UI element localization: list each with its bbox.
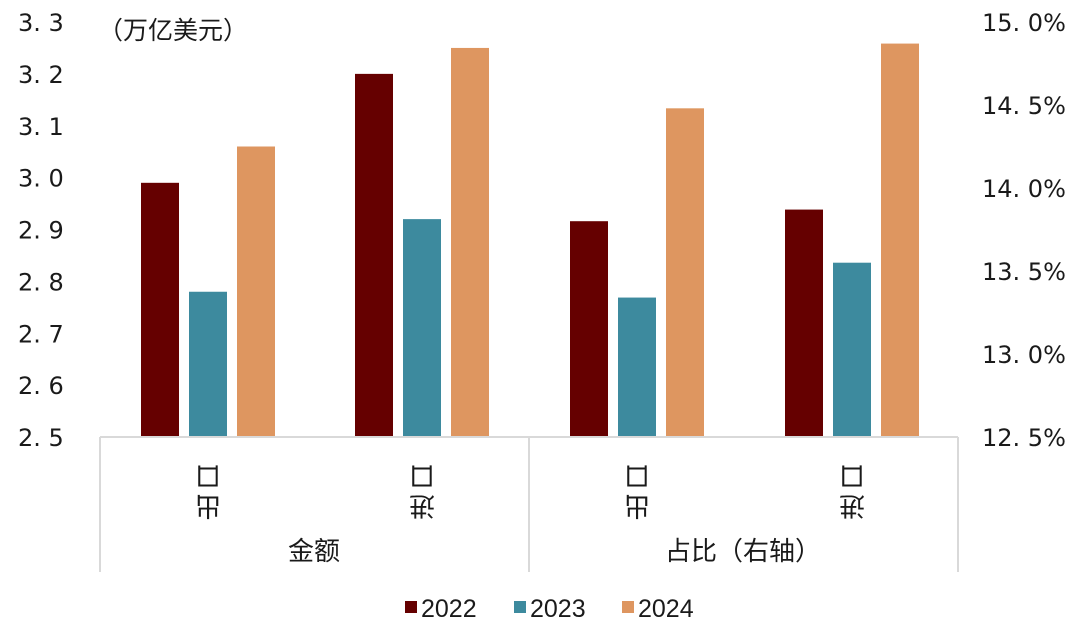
category-char: 进: [409, 490, 435, 520]
category-label: 出口: [195, 460, 221, 520]
bar-2023-1: [403, 219, 441, 437]
legend-label: 2024: [638, 595, 694, 623]
right-tick-label: 15. 0%: [982, 9, 1066, 37]
legend-swatch: [622, 601, 634, 613]
left-tick-label: 3. 1: [18, 113, 64, 141]
unit-label: （万亿美元）: [98, 16, 248, 45]
left-tick-label: 3. 0: [18, 165, 64, 193]
category-char: 口: [409, 460, 435, 490]
bar-2022-3: [785, 209, 823, 437]
right-tick-label: 14. 0%: [982, 175, 1066, 203]
bar-2024-2: [666, 108, 704, 437]
category-label-group: 进口: [409, 460, 435, 520]
group-label: 金额: [288, 537, 340, 567]
category-label: 出口: [624, 460, 650, 520]
bar-2022-1: [355, 73, 393, 437]
left-tick-label: 3. 3: [18, 9, 64, 37]
category-char: 进: [839, 490, 865, 520]
right-tick-label: 13. 5%: [982, 258, 1066, 286]
right-tick-label: 12. 5%: [982, 424, 1066, 452]
category-label-group: 出口: [195, 460, 221, 520]
left-axis: 2. 5 2. 6 2. 7 2. 8 2. 9 3. 0 3. 1 3. 2 3. 3: [18, 9, 64, 452]
bar-2024-1: [451, 47, 489, 437]
left-tick-label: 2. 8: [18, 268, 64, 296]
category-char: 口: [839, 460, 865, 490]
bars: [141, 43, 919, 437]
legend: 2022 2023 2024: [405, 595, 694, 623]
legend-item-2022: 2022: [405, 595, 477, 623]
left-tick-label: 2. 5: [18, 424, 64, 452]
bar-2023-3: [833, 262, 871, 437]
legend-item-2024: 2024: [622, 595, 694, 623]
legend-swatch: [514, 601, 526, 613]
bar-2024-0: [237, 146, 275, 437]
left-tick-label: 2. 6: [18, 372, 64, 400]
left-tick-label: 2. 7: [18, 320, 64, 348]
bar-2023-0: [189, 291, 227, 437]
legend-label: 2022: [421, 595, 477, 623]
bar-2022-0: [141, 182, 179, 437]
category-char: 出: [624, 490, 650, 520]
category-char: 口: [195, 460, 221, 490]
right-tick-label: 14. 5%: [982, 92, 1066, 120]
category-label-group: 进口: [839, 460, 865, 520]
left-tick-label: 2. 9: [18, 217, 64, 245]
category-char: 口: [624, 460, 650, 490]
category-label: 进口: [409, 460, 435, 520]
category-label: 进口: [839, 460, 865, 520]
legend-item-2023: 2023: [514, 595, 586, 623]
category-label-group: 出口: [624, 460, 650, 520]
bar-2022-2: [570, 221, 608, 437]
left-tick-label: 3. 2: [18, 61, 64, 89]
right-axis: 12. 5% 13. 0% 13. 5% 14. 0% 14. 5% 15. 0%: [982, 9, 1066, 452]
category-char: 出: [195, 490, 221, 520]
legend-swatch: [405, 601, 417, 613]
legend-label: 2023: [530, 595, 586, 623]
bar-2023-2: [618, 297, 656, 437]
right-tick-label: 13. 0%: [982, 341, 1066, 369]
group-label: 占比（右轴）: [665, 537, 821, 567]
bar-2024-3: [881, 43, 919, 437]
